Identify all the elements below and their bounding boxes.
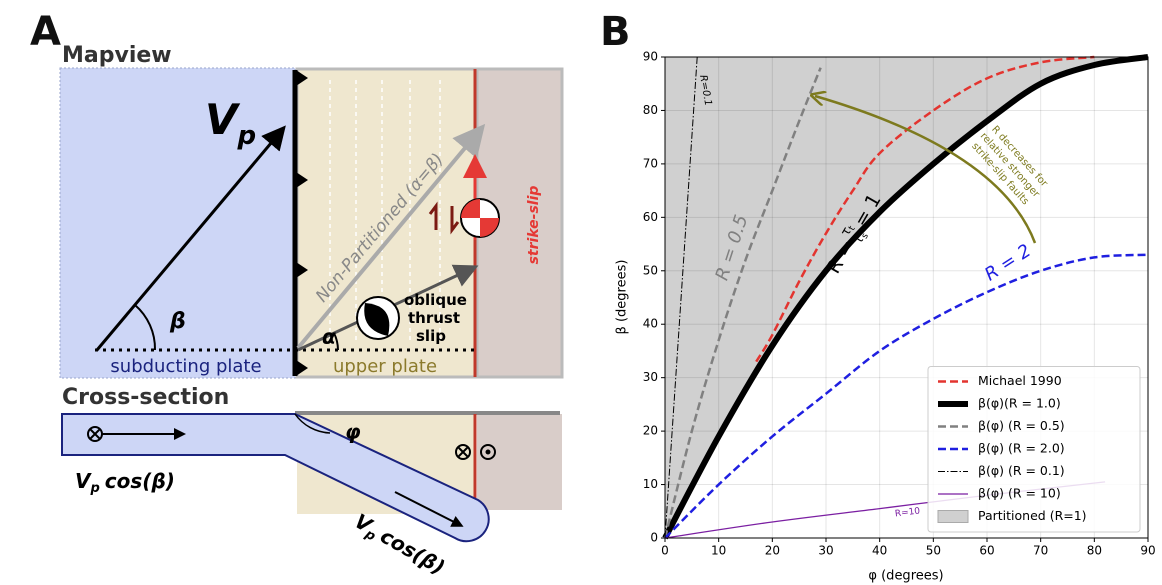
strike-slip-label: strike-slip: [526, 186, 542, 265]
x-tick-label: 0: [661, 544, 669, 558]
cos-beta: cos(β): [377, 523, 450, 579]
vp-main: V: [205, 95, 241, 144]
r1-num-sub: t: [847, 224, 858, 232]
oblique-line: slip: [416, 327, 446, 345]
legend-label: β(φ) (R = 0.1): [978, 463, 1065, 478]
x-tick-label: 80: [1087, 544, 1102, 558]
annotation: R=0.1: [697, 74, 713, 107]
non-partitioned-arrow: [296, 123, 486, 350]
y-tick-label: 80: [643, 103, 658, 117]
slab: [61, 413, 490, 543]
slab-arrow: [394, 491, 464, 527]
annotation-arrow: [815, 96, 1037, 244]
y-tick-label: 30: [643, 370, 658, 384]
series-line: [662, 54, 1149, 540]
phi-label: φ: [345, 420, 361, 444]
beta-arc: [134, 304, 157, 351]
chart: B φ (degrees) β (degrees) 0 10 20 30 40 50 60 7…: [600, 9, 1156, 584]
x-tick-label: 50: [926, 544, 941, 558]
legend-label: Michael 1990: [978, 373, 1062, 388]
strike-slip-symbol: [428, 201, 460, 235]
vp-cos-beta: Vp cos(β): [75, 469, 175, 496]
y-tick-label: 20: [643, 424, 658, 438]
cross-section-title: Cross-section: [62, 385, 229, 410]
legend-label: β(φ) (R = 0.5): [978, 418, 1065, 433]
trench-teeth: [296, 70, 308, 376]
oblique-slip-label: oblique thrust slip: [404, 291, 467, 345]
phi-arc: [294, 413, 331, 434]
sliver-section: [477, 414, 562, 510]
subducting-plate-label: subducting plate: [110, 356, 261, 377]
y-tick-label: 10: [643, 477, 658, 491]
y-tick-label: 90: [643, 50, 658, 64]
y-tick-label: 50: [643, 263, 658, 277]
x-axis-label: φ (degrees): [868, 569, 943, 584]
y-tick-label: 0: [650, 531, 658, 545]
series-line: [755, 55, 1095, 363]
series-line: [663, 67, 822, 539]
x-tick-label: 70: [1033, 544, 1048, 558]
legend-label: β(φ) (R = 10): [978, 486, 1061, 501]
diagram: A Mapview β Vp subducting plate upper pl…: [30, 9, 564, 579]
x-tick-label: 20: [765, 544, 780, 558]
r1-den-sub: s: [859, 231, 870, 240]
vp-main: V: [75, 469, 92, 493]
panel-label: B: [600, 9, 631, 55]
mapview-title: Mapview: [62, 43, 172, 68]
y-tick-label: 60: [643, 210, 658, 224]
y-axis-label: β (degrees): [615, 260, 630, 335]
panel-label: A: [30, 9, 61, 55]
x-tick-label: 90: [1140, 544, 1155, 558]
cos-beta: cos(β): [105, 469, 175, 493]
plot-frame: [664, 56, 1149, 539]
vp-label: Vp: [205, 95, 256, 151]
legend-box: [927, 366, 1141, 533]
alpha-arc: [333, 332, 339, 351]
series-line: [664, 56, 698, 539]
upper-plate-label: upper plate: [333, 356, 437, 377]
subducting-plate-area: [59, 67, 296, 379]
vp-arrow: [95, 125, 286, 351]
legend-swatch: [937, 510, 969, 523]
y-tick-label: 70: [643, 156, 658, 170]
series-line: [664, 253, 1149, 539]
x-tick-label: 60: [979, 544, 994, 558]
partitioned-area: [665, 57, 1148, 538]
x-tick-label: 30: [818, 544, 833, 558]
vp-sub: p: [89, 481, 99, 496]
legend-label: β(φ) (R = 2.0): [978, 441, 1065, 456]
beta-label: β: [169, 309, 186, 334]
x-tick-label: 40: [872, 544, 887, 558]
vp-sub: p: [237, 121, 257, 151]
strike-slip-beachball: [460, 198, 500, 238]
out-of-plane-symbols: [87, 426, 496, 460]
oblique-beachball: [356, 296, 400, 340]
legend-label: β(φ)(R = 1.0): [978, 396, 1061, 411]
y-tick-label: 40: [643, 317, 658, 331]
plot-area: 0 10 20 30 40 50 60 70 80 90 0 10 20 30 40 50 60 70 80 90 Mi…: [643, 50, 1156, 558]
x-tick-label: 10: [711, 544, 726, 558]
oblique-line: thrust: [408, 309, 460, 327]
annotation: R=10: [894, 506, 921, 519]
legend-label: Partitioned (R=1): [978, 508, 1087, 523]
alpha-label: α: [322, 325, 336, 349]
oblique-line: oblique: [404, 291, 467, 309]
